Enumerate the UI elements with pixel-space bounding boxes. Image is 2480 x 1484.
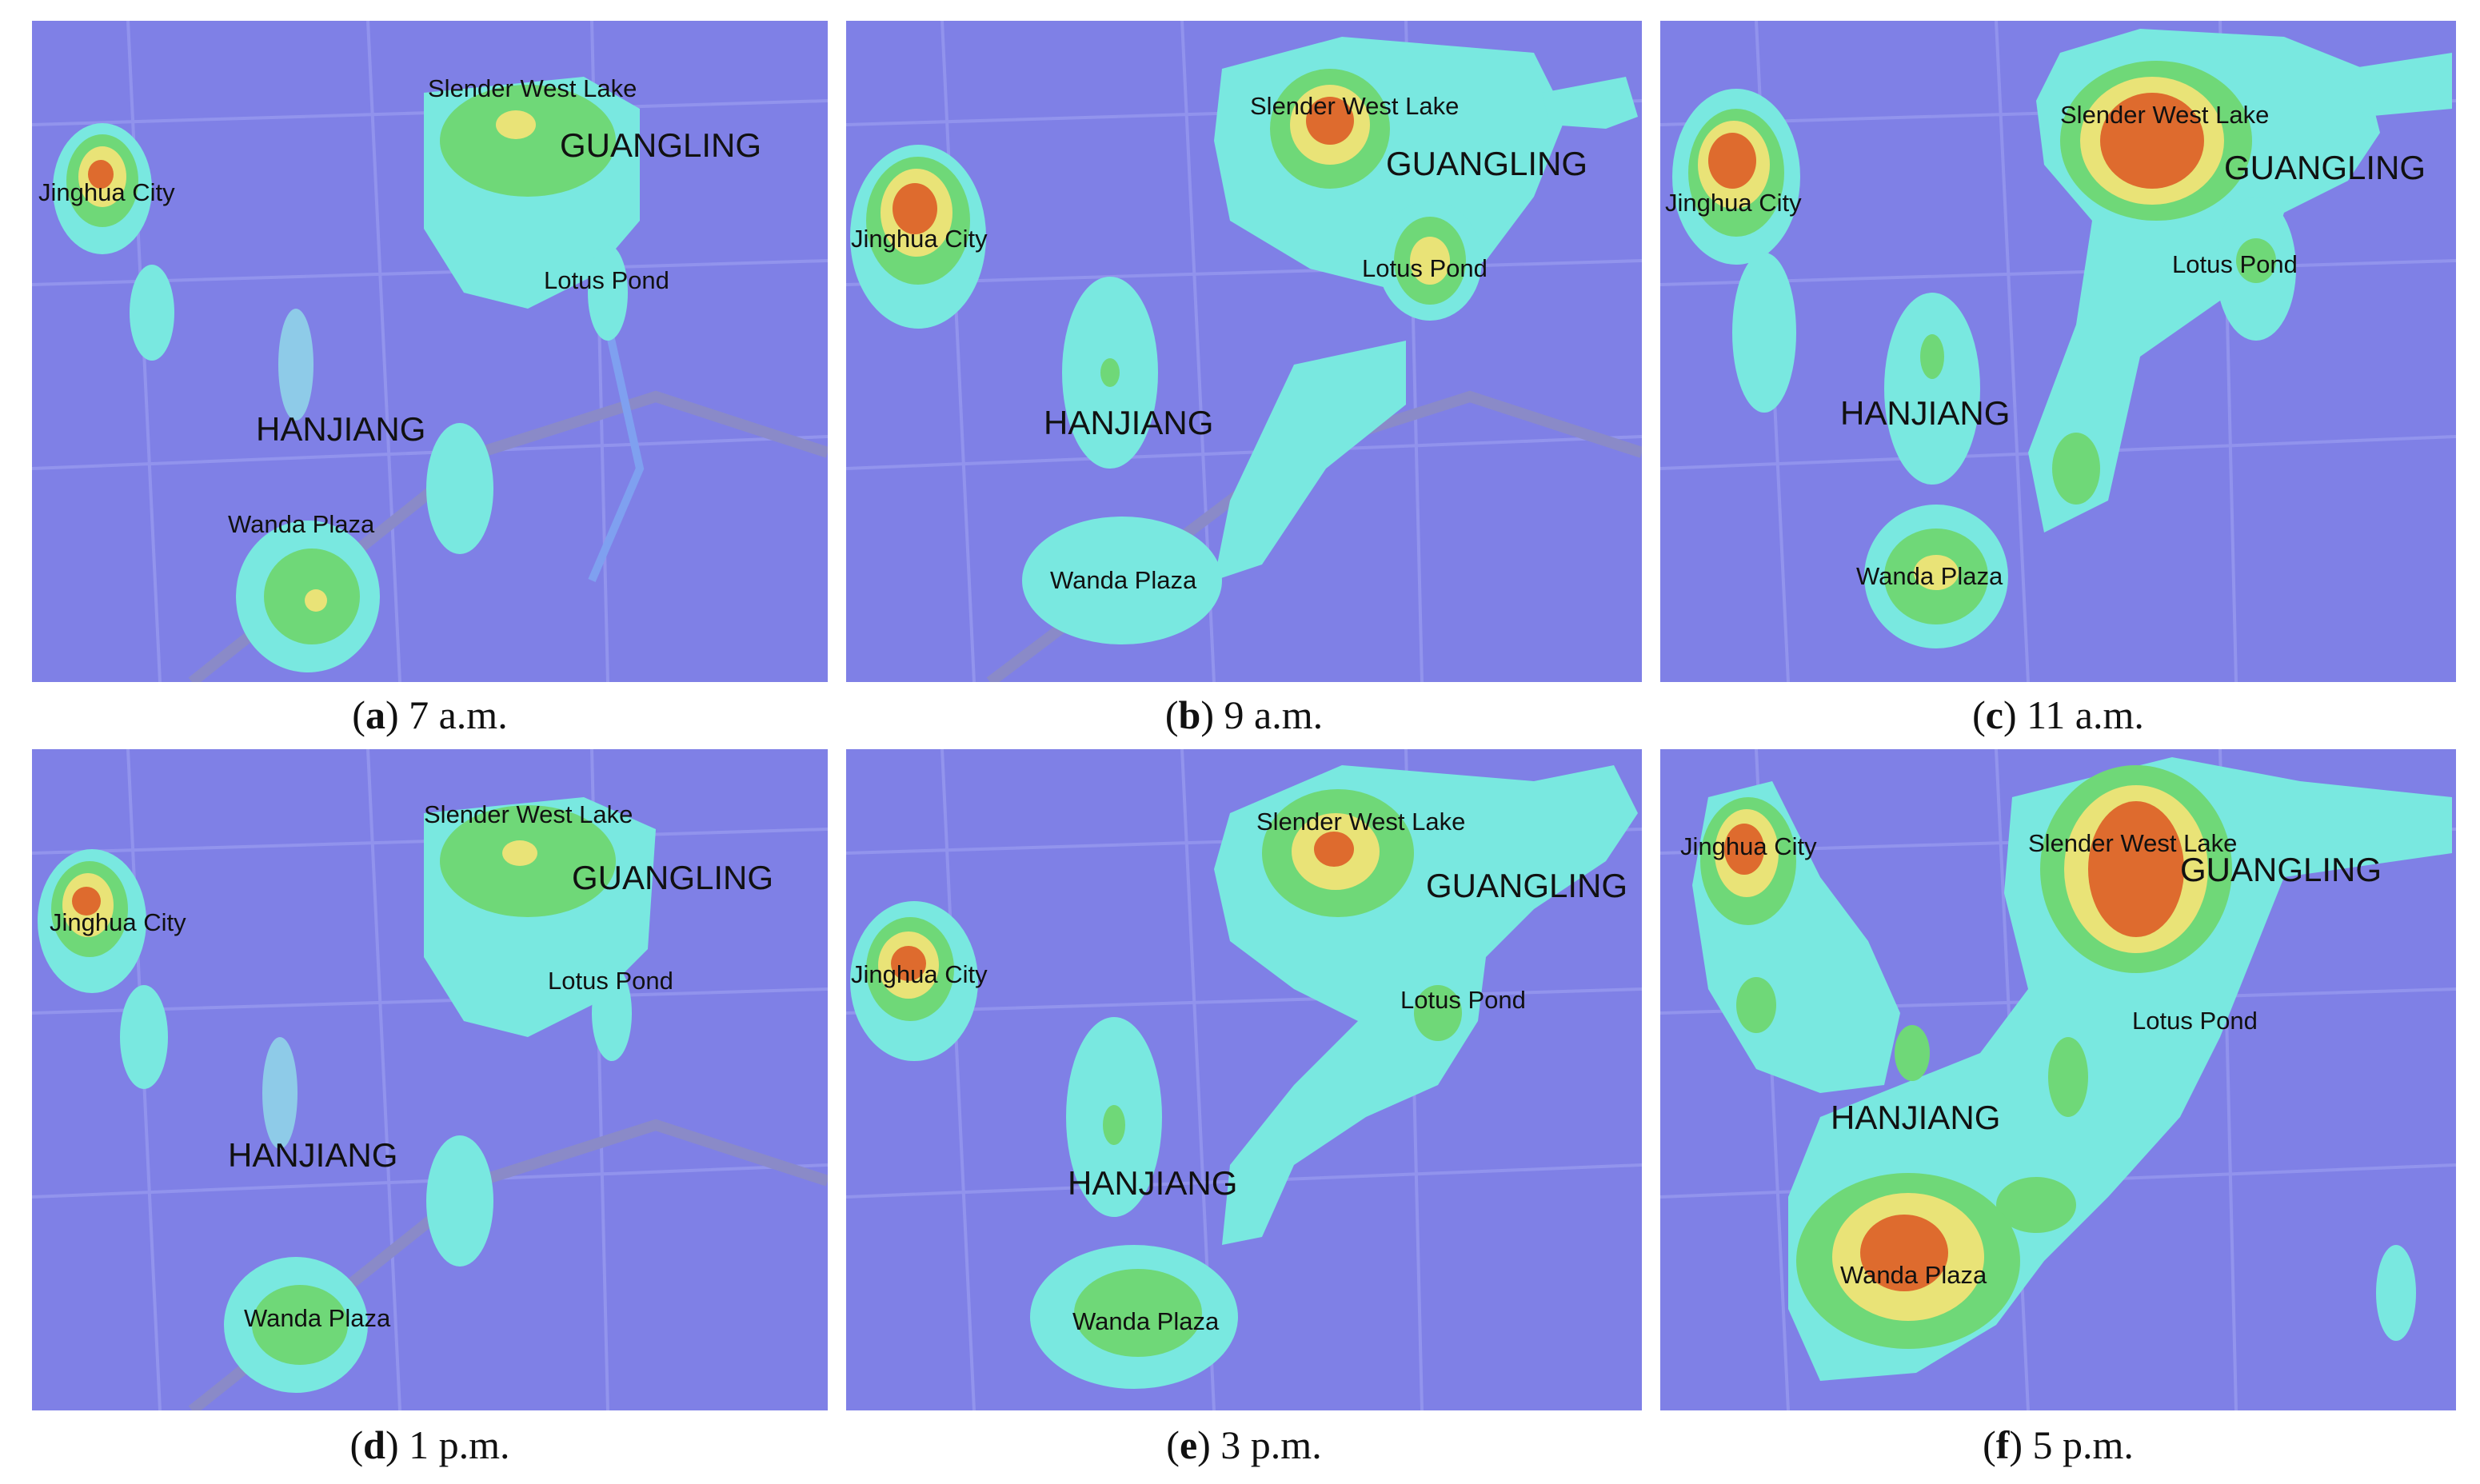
label-jinghua-b: Jinghua City — [851, 225, 988, 253]
label-lotus-e: Lotus Pond — [1400, 986, 1526, 1014]
label-wanda-a: Wanda Plaza — [228, 510, 375, 538]
label-hanjiang-e: HANJIANG — [1068, 1164, 1237, 1202]
caption-f: (f) 5 p.m. — [1983, 1422, 2134, 1467]
label-guangling-a: GUANGLING — [560, 126, 761, 164]
label-guangling-d: GUANGLING — [572, 859, 773, 896]
caption-c: (c) 11 a.m. — [1972, 692, 2144, 737]
label-lotus-c: Lotus Pond — [2172, 250, 2298, 278]
label-wanda-f: Wanda Plaza — [1840, 1261, 1987, 1289]
label-guangling-b: GUANGLING — [1386, 145, 1587, 182]
label-wanda-d: Wanda Plaza — [244, 1304, 391, 1332]
label-lotus-a: Lotus Pond — [544, 266, 669, 294]
label-slender-d: Slender West Lake — [424, 800, 633, 828]
label-jinghua-d: Jinghua City — [50, 908, 186, 936]
heatmap-e: Jinghua City Slender West Lake GUANGLING… — [846, 749, 1642, 1410]
label-hanjiang-b: HANJIANG — [1044, 404, 1213, 441]
label-lotus-d: Lotus Pond — [548, 967, 673, 995]
label-jinghua-e: Jinghua City — [851, 960, 988, 988]
label-guangling-e: GUANGLING — [1426, 867, 1627, 904]
label-jinghua-c: Jinghua City — [1665, 189, 1802, 217]
caption-e: (e) 3 p.m. — [1166, 1422, 1322, 1467]
label-slender-a: Slender West Lake — [428, 74, 637, 102]
label-jinghua-f: Jinghua City — [1680, 832, 1817, 860]
label-lotus-f: Lotus Pond — [2132, 1007, 2258, 1035]
label-guangling-c: GUANGLING — [2224, 149, 2426, 186]
label-guangling-f: GUANGLING — [2180, 851, 2382, 888]
heatmap-a: Jinghua City Slender West Lake GUANGLING… — [32, 21, 828, 682]
label-slender-f: Slender West Lake — [2028, 829, 2237, 857]
label-jinghua-a: Jinghua City — [38, 178, 175, 206]
caption-d: (d) 1 p.m. — [349, 1422, 510, 1467]
label-hanjiang-d: HANJIANG — [228, 1136, 397, 1174]
label-hanjiang-a: HANJIANG — [256, 410, 425, 448]
caption-a: (a) 7 a.m. — [352, 692, 508, 737]
label-wanda-b: Wanda Plaza — [1050, 566, 1197, 594]
label-lotus-b: Lotus Pond — [1362, 254, 1488, 282]
label-slender-e: Slender West Lake — [1256, 808, 1465, 836]
label-wanda-e: Wanda Plaza — [1072, 1307, 1220, 1335]
caption-b: (b) 9 a.m. — [1164, 692, 1324, 737]
label-wanda-c: Wanda Plaza — [1856, 562, 2003, 590]
label-slender-c: Slender West Lake — [2060, 101, 2269, 129]
heatmap-b: Jinghua City Slender West Lake GUANGLING… — [846, 21, 1642, 682]
label-slender-b: Slender West Lake — [1250, 92, 1459, 120]
heatmap-d: Jinghua City Slender West Lake GUANGLING… — [32, 749, 828, 1410]
label-hanjiang-c: HANJIANG — [1840, 394, 2010, 432]
heatmap-c: Jinghua City Slender West Lake GUANGLING… — [1660, 21, 2456, 682]
label-hanjiang-f: HANJIANG — [1831, 1099, 2000, 1136]
heatmap-f: Jinghua City Slender West Lake GUANGLING… — [1660, 749, 2456, 1410]
